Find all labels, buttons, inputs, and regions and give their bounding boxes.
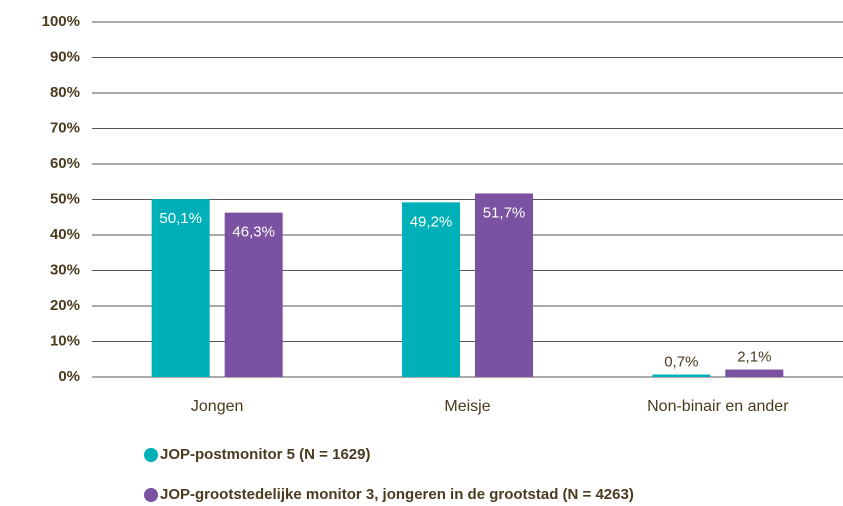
x-tick-label: Jongen <box>191 398 244 415</box>
x-tick-label: Meisje <box>444 398 490 415</box>
bar <box>402 202 460 377</box>
y-tick-label: 40% <box>50 226 80 243</box>
y-tick-label: 0% <box>58 368 80 385</box>
bar <box>151 199 210 377</box>
value-label: 46,3% <box>232 224 275 241</box>
bar <box>224 212 283 377</box>
y-tick-label: 10% <box>50 332 80 349</box>
bar <box>725 369 784 377</box>
legend-label: JOP-postmonitor 5 (N = 1629) <box>160 446 370 463</box>
y-tick-label: 80% <box>50 84 80 101</box>
y-tick-label: 60% <box>50 155 80 172</box>
value-label: 51,7% <box>483 204 526 221</box>
value-label: 49,2% <box>410 213 453 230</box>
bar <box>652 374 711 377</box>
legend-marker <box>144 488 158 502</box>
bar <box>475 193 533 377</box>
value-label: 2,1% <box>737 349 771 366</box>
y-tick-label: 70% <box>50 119 80 136</box>
value-label: 0,7% <box>664 353 698 370</box>
y-tick-label: 100% <box>42 13 80 30</box>
y-tick-label: 20% <box>50 297 80 314</box>
value-label: 50,1% <box>159 210 202 227</box>
x-tick-label: Non-binair en ander <box>647 398 789 415</box>
y-tick-label: 90% <box>50 48 80 65</box>
y-tick-label: 50% <box>50 190 80 207</box>
legend-label: JOP-grootstedelijke monitor 3, jongeren … <box>160 486 634 503</box>
y-tick-label: 30% <box>50 261 80 278</box>
legend-marker <box>144 448 158 462</box>
